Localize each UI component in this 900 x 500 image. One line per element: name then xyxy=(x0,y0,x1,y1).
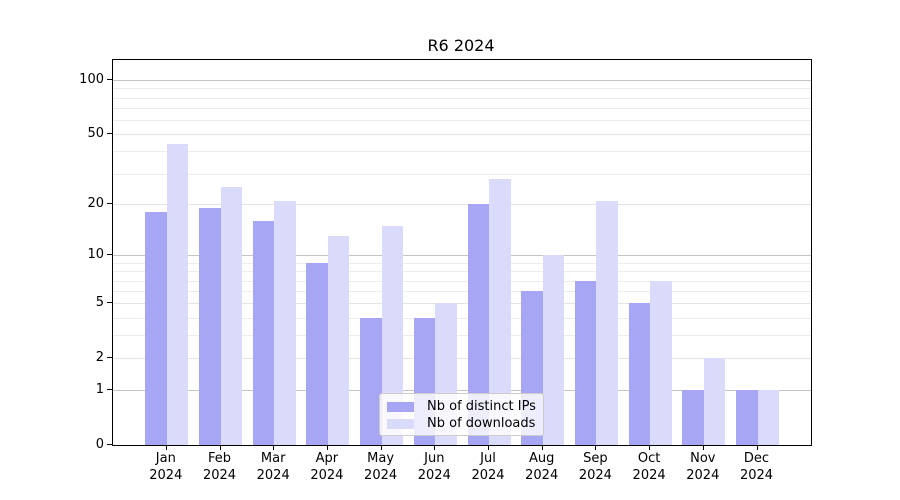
y-tick-mark-2 xyxy=(107,357,112,359)
x-tick-label-apr: Apr 2024 xyxy=(310,451,344,483)
bar-jan-downloads xyxy=(166,144,189,445)
y-tick-label-20: 20 xyxy=(87,195,104,211)
x-tick-label-jun: Jun 2024 xyxy=(417,451,451,483)
bar-jan-distinct-ips xyxy=(145,212,167,445)
bar-sep-distinct-ips xyxy=(574,280,597,445)
y-tick-label-1: 1 xyxy=(95,381,104,397)
y-tick-label-10: 10 xyxy=(87,246,104,262)
bar-dec-downloads xyxy=(757,390,779,445)
bar-jul-downloads xyxy=(489,178,511,445)
x-tick-label-nov: Nov 2024 xyxy=(686,451,720,483)
gridline-minor-60 xyxy=(113,120,811,122)
x-tick-label-may: May 2024 xyxy=(364,451,398,483)
y-tick-mark-1 xyxy=(107,389,112,391)
bar-feb-downloads xyxy=(220,187,242,445)
y-tick-mark-100 xyxy=(107,79,112,81)
x-tick-label-aug: Aug 2024 xyxy=(525,451,559,483)
bar-feb-distinct-ips xyxy=(199,208,221,445)
gridline-5 xyxy=(113,303,811,305)
x-tick-mark-aug xyxy=(541,445,543,450)
legend-swatch-downloads xyxy=(387,418,414,429)
bar-may-distinct-ips xyxy=(360,317,382,445)
gridline-50 xyxy=(113,134,811,136)
gridline-minor-8 xyxy=(113,271,811,273)
bar-oct-downloads xyxy=(650,280,672,445)
gridline-minor-80 xyxy=(113,97,811,99)
bar-apr-downloads xyxy=(327,236,350,445)
chart-title: R6 2024 xyxy=(427,36,495,55)
gridline-minor-7 xyxy=(113,280,811,282)
gridline-minor-40 xyxy=(113,151,811,153)
bar-nov-downloads xyxy=(703,358,726,445)
y-tick-mark-10 xyxy=(107,254,112,256)
legend: Nb of distinct IPs Nb of downloads xyxy=(379,393,544,436)
plot-area xyxy=(112,59,812,446)
x-tick-mark-jul xyxy=(488,445,489,450)
bar-aug-downloads xyxy=(542,255,565,445)
gridline-1 xyxy=(113,390,811,392)
y-tick-mark-5 xyxy=(107,302,112,304)
x-tick-mark-dec xyxy=(756,445,758,450)
x-tick-label-mar: Mar 2024 xyxy=(256,451,290,483)
x-tick-label-feb: Feb 2024 xyxy=(202,451,237,483)
y-tick-label-0: 0 xyxy=(95,436,104,452)
legend-label-distinct-ips: Nb of distinct IPs xyxy=(427,399,536,414)
bar-oct-distinct-ips xyxy=(628,303,651,445)
x-tick-mark-mar xyxy=(273,445,275,450)
x-tick-mark-may xyxy=(380,445,382,450)
gridline-100 xyxy=(113,80,811,82)
gridline-20 xyxy=(113,204,811,206)
y-tick-mark-50 xyxy=(107,133,112,135)
x-tick-label-jul: Jul 2024 xyxy=(471,451,505,483)
y-tick-mark-20 xyxy=(107,203,112,205)
bar-mar-downloads xyxy=(274,200,296,445)
legend-swatch-distinct-ips xyxy=(387,401,414,412)
x-tick-mark-jun xyxy=(434,445,436,450)
gridline-minor-30 xyxy=(113,173,811,175)
gridline-minor-9 xyxy=(113,263,811,264)
x-tick-label-sep: Sep 2024 xyxy=(578,451,612,483)
gridline-2 xyxy=(113,358,811,360)
bar-jul-distinct-ips xyxy=(467,204,489,445)
x-tick-label-jan: Jan 2024 xyxy=(149,451,183,483)
gridline-minor-3 xyxy=(113,335,811,337)
y-tick-label-100: 100 xyxy=(79,71,104,87)
gridline-minor-6 xyxy=(113,291,811,293)
legend-row: Nb of distinct IPs xyxy=(387,398,536,415)
gridline-minor-4 xyxy=(113,317,811,319)
gridline-10 xyxy=(113,255,811,257)
x-tick-mark-jan xyxy=(165,445,167,450)
x-tick-label-oct: Oct 2024 xyxy=(632,451,666,483)
x-tick-mark-apr xyxy=(326,445,328,450)
gridline-minor-70 xyxy=(113,108,811,110)
bar-mar-distinct-ips xyxy=(252,221,275,445)
bar-nov-distinct-ips xyxy=(682,390,704,445)
bar-sep-downloads xyxy=(596,200,618,445)
bar-dec-distinct-ips xyxy=(736,390,758,445)
gridline-minor-90 xyxy=(113,88,811,90)
x-tick-mark-oct xyxy=(649,445,651,450)
y-tick-label-50: 50 xyxy=(87,125,104,141)
x-tick-label-dec: Dec 2024 xyxy=(739,451,774,483)
x-tick-mark-sep xyxy=(595,445,597,450)
legend-label-downloads: Nb of downloads xyxy=(427,416,536,431)
x-tick-mark-nov xyxy=(702,445,704,450)
y-tick-label-2: 2 xyxy=(95,349,104,365)
y-tick-mark-0 xyxy=(107,444,112,445)
legend-row: Nb of downloads xyxy=(387,415,536,432)
y-tick-label-5: 5 xyxy=(95,294,104,310)
x-tick-mark-feb xyxy=(219,445,221,450)
bar-apr-distinct-ips xyxy=(306,263,328,445)
bar-may-downloads xyxy=(381,225,404,445)
